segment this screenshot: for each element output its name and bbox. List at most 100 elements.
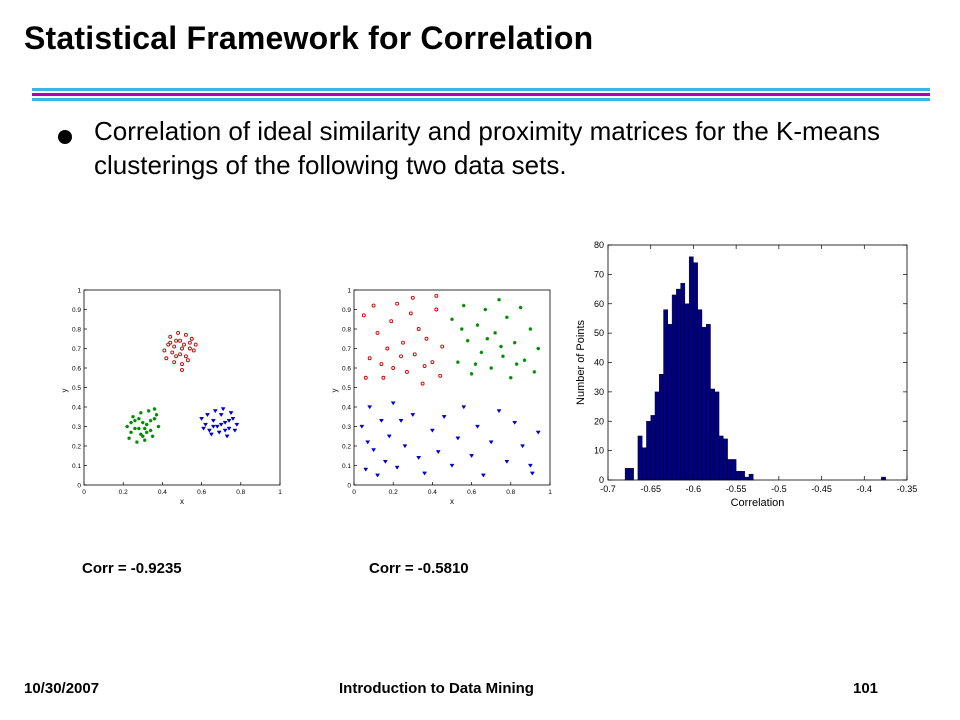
title-rule-cyan-bottom [32,98,930,101]
data-point-blue [220,407,226,412]
caption-corr-left: Corr = -0.9235 [82,560,182,577]
x-axis-label: x [450,497,454,506]
data-point-green [152,407,157,411]
data-point-green [465,338,470,343]
y-tick-label: 0 [599,475,604,485]
data-point-blue [435,450,441,455]
x-tick-label: 0.2 [389,489,398,496]
data-point-blue [232,428,238,433]
data-point-red [385,346,390,351]
data-point-red [166,342,171,347]
data-point-blue [201,426,207,431]
x-tick-label: -0.35 [897,484,918,494]
histogram-bar [706,324,711,481]
data-point-blue [461,405,467,410]
y-tick-label: 0.9 [72,307,81,314]
data-point-green [475,323,480,327]
data-point-green [456,360,460,364]
data-point-blue [441,415,447,420]
y-tick-label: 0.7 [342,346,351,353]
histogram-bar [740,470,745,481]
data-point-green [131,414,135,419]
data-point-blue [226,419,232,423]
data-point-blue [386,434,392,439]
y-tick-label: 0.8 [72,326,81,333]
data-point-green [127,436,131,440]
x-axis-label: Correlation [731,497,785,509]
histogram-bar [637,435,643,481]
histogram-bar [881,476,886,481]
histogram-bar [744,476,750,481]
data-point-green [144,422,149,427]
data-point-green [528,327,533,331]
data-point-blue [520,444,526,449]
data-point-blue [203,422,208,427]
histogram-bar [688,256,694,481]
x-tick-label: -0.7 [600,484,616,494]
y-tick-label: 30 [594,387,604,397]
histogram-bar [697,309,703,481]
data-point-green [141,434,145,439]
data-point-red [183,354,188,359]
data-point-blue [529,471,535,476]
x-tick-label: 1 [548,489,552,496]
data-point-blue [455,436,461,441]
data-point-red [180,346,184,351]
data-point-green [152,416,157,421]
title-rule-magenta [32,93,930,96]
data-point-red [391,366,396,370]
data-point-red [189,336,194,341]
histogram-bar [659,374,664,481]
data-point-green [499,344,503,349]
y-tick-label: 0.2 [342,443,351,450]
data-point-blue [449,463,455,468]
caption-corr-middle: Corr = -0.5810 [369,560,469,577]
data-point-red [434,307,439,312]
data-point-blue [234,422,240,427]
data-point-red [395,301,400,306]
y-tick-label: 70 [594,269,604,279]
data-point-blue [378,419,384,423]
histogram-bar [671,294,677,481]
data-point-red [183,332,188,337]
data-point-blue [230,417,236,421]
y-tick-label: 0.1 [342,463,351,470]
data-point-blue [375,473,380,478]
data-point-blue [365,440,371,445]
data-point-blue [382,459,388,464]
data-point-red [430,360,435,365]
histogram-bar [676,288,681,481]
x-tick-label: 0.8 [506,489,515,496]
y-tick-label: 0.3 [342,424,351,431]
data-point-green [509,375,513,380]
data-point-green [150,434,155,439]
y-tick-label: 0.6 [342,365,351,372]
data-point-green [156,424,161,429]
data-point-blue [410,413,416,418]
x-tick-label: -0.65 [640,484,661,494]
title-rule-cyan-top [32,88,930,91]
footer-page-number: 101 [853,680,879,697]
histogram-bar [663,309,669,481]
histogram-bar [646,421,651,481]
correlation-histogram: -0.7 -0.65 -0.6 -0.55 -0.5 -0.45 -0.4 -0.35 0 10 2… [575,240,918,509]
x-tick-label: 0.8 [236,489,245,496]
data-point-blue [416,456,422,460]
data-point-red [375,330,380,335]
data-point-red [178,352,182,357]
histogram-bar [667,324,673,481]
y-tick-label: 0.5 [72,385,81,392]
data-point-red [440,344,445,349]
x-tick-label: 0.4 [158,489,167,496]
y-axis-label: y [330,389,339,393]
x-tick-label: -0.4 [857,484,873,494]
data-point-red [389,319,394,324]
data-point-green [144,430,149,435]
histogram-bar [727,459,733,481]
data-point-blue [210,419,216,423]
data-point-blue [535,430,541,435]
data-point-red [367,356,372,361]
histogram-bar [629,468,634,481]
data-point-blue [488,440,494,445]
data-point-green [493,331,497,335]
